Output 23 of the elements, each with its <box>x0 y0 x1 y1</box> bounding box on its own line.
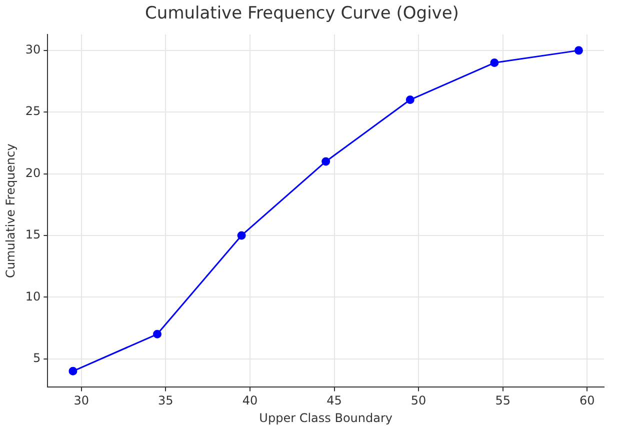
x-tick-label: 30 <box>74 394 90 408</box>
x-axis-title: Upper Class Boundary <box>259 410 392 425</box>
y-tick-label: 25 <box>25 104 41 118</box>
y-tick-label: 30 <box>25 42 41 57</box>
point <box>153 330 162 338</box>
y-tick-label: 5 <box>33 350 41 365</box>
point <box>574 46 583 55</box>
y-axis-title: Cumulative Frequency <box>3 144 18 278</box>
x-tick-label: 50 <box>410 394 426 408</box>
point <box>322 157 330 166</box>
y-tick-label: 10 <box>25 289 41 304</box>
y-tick-label: 20 <box>25 166 41 180</box>
x-tick-label: 35 <box>158 394 174 408</box>
point <box>237 231 246 240</box>
chart-title: Cumulative Frequency Curve (Ogive) <box>145 4 459 24</box>
y-tick-label: 15 <box>25 228 41 242</box>
point <box>68 366 78 376</box>
x-tick-label: 55 <box>495 394 510 408</box>
x-tick-label: 60 <box>580 394 595 408</box>
x-tick-label: 40 <box>242 394 258 408</box>
x-tick-label: 45 <box>326 394 342 408</box>
point <box>490 58 499 68</box>
point <box>406 96 414 104</box>
